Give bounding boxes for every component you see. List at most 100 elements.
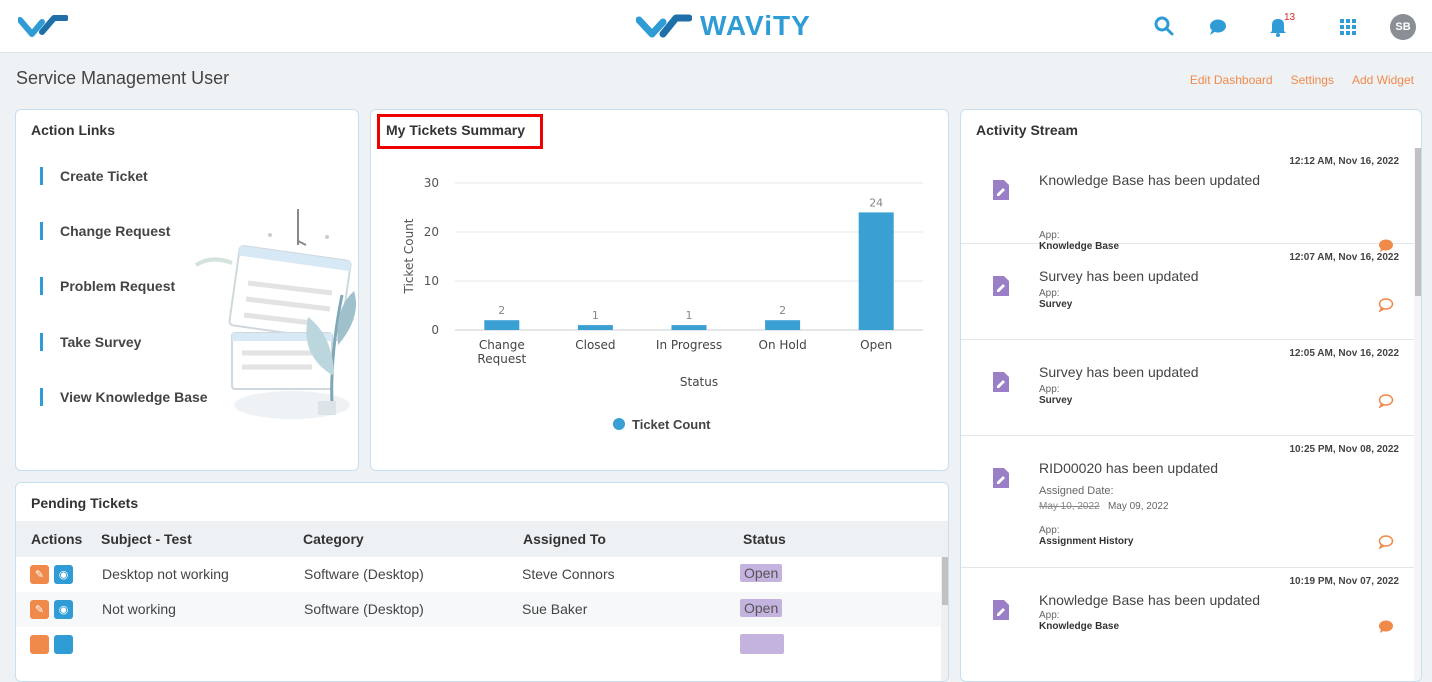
apps-grid-icon[interactable] xyxy=(1336,14,1360,38)
activity-stream-title: Activity Stream xyxy=(976,122,1078,138)
scrollbar-thumb[interactable] xyxy=(942,557,948,605)
old-date: May 10, 2022 xyxy=(1039,501,1100,512)
col-actions: Actions xyxy=(31,531,83,547)
activity-time: 12:05 AM, Nov 16, 2022 xyxy=(1289,348,1399,359)
document-edit-icon xyxy=(993,468,1009,488)
status-badge: Open xyxy=(740,599,783,617)
activity-item[interactable]: 12:12 AM, Nov 16, 2022 Knowledge Base ha… xyxy=(961,148,1414,252)
action-links-title: Action Links xyxy=(31,122,116,138)
date-change: May 10, 2022 May 09, 2022 xyxy=(1039,501,1169,512)
add-widget-link[interactable]: Add Widget xyxy=(1351,73,1414,87)
activity-time: 12:12 AM, Nov 16, 2022 xyxy=(1289,156,1399,167)
x-tick-label: In Progress xyxy=(656,338,722,352)
x-tick-label: Open xyxy=(860,338,892,352)
change-request-link[interactable]: Change Request xyxy=(40,222,170,240)
activity-item[interactable]: 10:19 PM, Nov 07, 2022 Knowledge Base ha… xyxy=(961,568,1414,664)
pending-tickets-title: Pending Tickets xyxy=(31,495,139,511)
edit-icon[interactable] xyxy=(30,635,49,654)
col-assigned-to[interactable]: Assigned To xyxy=(523,531,606,547)
brand-mark-icon xyxy=(636,14,692,38)
col-subject[interactable]: Subject - Test xyxy=(101,531,192,547)
document-edit-icon xyxy=(993,276,1009,296)
action-links-card: Action Links Create Ticket Change Reques… xyxy=(15,109,359,471)
comment-outline-icon[interactable] xyxy=(1378,394,1394,408)
document-edit-icon xyxy=(993,600,1009,620)
notification-badge: 13 xyxy=(1284,12,1296,23)
view-icon[interactable]: ◉ xyxy=(54,565,73,584)
document-edit-icon xyxy=(993,180,1009,200)
comment-outline-icon[interactable] xyxy=(1378,535,1394,549)
activity-time: 12:07 AM, Nov 16, 2022 xyxy=(1289,252,1399,263)
app-label: App: xyxy=(1039,230,1060,241)
activity-item[interactable]: 12:05 AM, Nov 16, 2022 Survey has been u… xyxy=(961,340,1414,436)
page-title: Service Management User xyxy=(16,68,230,88)
app-label: App: xyxy=(1039,384,1060,395)
app-name: Assignment History xyxy=(1039,536,1134,547)
col-status[interactable]: Status xyxy=(743,531,786,547)
activity-scrollbar[interactable] xyxy=(1414,148,1421,681)
bell-icon[interactable] xyxy=(1266,14,1290,38)
assigned-cell: Steve Connors xyxy=(522,566,615,582)
new-date: May 09, 2022 xyxy=(1107,501,1169,512)
col-category[interactable]: Category xyxy=(303,531,364,547)
activity-item[interactable]: 12:07 AM, Nov 16, 2022 Survey has been u… xyxy=(961,244,1414,340)
bar-2[interactable] xyxy=(671,325,707,330)
y-axis-label: Ticket Count xyxy=(402,218,416,294)
activity-title[interactable]: Survey has been updated xyxy=(1039,364,1199,380)
app-name: Knowledge Base xyxy=(1039,241,1120,252)
problem-request-link[interactable]: Problem Request xyxy=(40,277,175,295)
view-icon[interactable]: ◉ xyxy=(54,600,73,619)
user-avatar[interactable]: SB xyxy=(1390,14,1416,40)
wavity-logo-icon[interactable] xyxy=(17,14,69,43)
activity-title[interactable]: Knowledge Base has been updated xyxy=(1039,172,1261,188)
table-scrollbar[interactable] xyxy=(941,557,948,681)
chat-icon[interactable] xyxy=(1206,14,1230,38)
create-ticket-link[interactable]: Create Ticket xyxy=(40,167,148,185)
brand-name: WAViTY xyxy=(700,10,811,41)
edit-icon[interactable]: ✎ xyxy=(30,600,49,619)
comment-outline-icon[interactable] xyxy=(1378,298,1394,312)
x-tick-label: Request xyxy=(477,352,526,366)
y-tick-label: 0 xyxy=(431,323,439,337)
activity-title[interactable]: RID00020 has been updated xyxy=(1039,460,1219,476)
x-tick-label: On Hold xyxy=(759,338,807,352)
status-badge xyxy=(740,634,784,654)
x-tick-label: Closed xyxy=(575,338,615,352)
tickets-summary-card: My Tickets Summary 0 10 20 30 Ticket Count 2 C… xyxy=(370,109,949,471)
data-label: 24 xyxy=(869,196,883,209)
bar-0[interactable] xyxy=(484,320,520,330)
bar-3[interactable] xyxy=(765,320,801,330)
activity-time: 10:19 PM, Nov 07, 2022 xyxy=(1289,576,1399,587)
app-label: App: xyxy=(1039,525,1060,536)
view-icon[interactable] xyxy=(54,635,73,654)
comment-filled-icon[interactable] xyxy=(1378,239,1394,253)
x-tick-label: Change xyxy=(479,338,525,352)
subject-cell[interactable]: Desktop not working xyxy=(102,566,229,582)
document-edit-icon xyxy=(993,372,1009,392)
y-tick-label: 20 xyxy=(424,225,439,239)
category-cell: Software (Desktop) xyxy=(304,566,424,582)
take-survey-link[interactable]: Take Survey xyxy=(40,333,141,351)
activity-title[interactable]: Knowledge Base has been updated xyxy=(1039,592,1261,608)
legend-marker[interactable] xyxy=(613,418,625,430)
subject-cell[interactable]: Not working xyxy=(102,601,176,617)
top-bar: WAViTY 13 SB xyxy=(0,0,1432,53)
bar-1[interactable] xyxy=(577,325,613,330)
scrollbar-thumb[interactable] xyxy=(1415,148,1421,296)
edit-dashboard-link[interactable]: Edit Dashboard xyxy=(1189,73,1273,87)
edit-icon[interactable]: ✎ xyxy=(30,565,49,584)
legend-label[interactable]: Ticket Count xyxy=(632,417,711,432)
table-row: ✎ ◉ Not working Software (Desktop) Sue B… xyxy=(16,592,941,627)
comment-filled-icon[interactable] xyxy=(1378,620,1394,634)
app-label: App: xyxy=(1039,610,1060,621)
settings-link[interactable]: Settings xyxy=(1290,73,1334,87)
data-label: 1 xyxy=(592,309,599,322)
search-icon[interactable] xyxy=(1152,14,1176,38)
status-badge: Open xyxy=(740,564,783,582)
y-tick-label: 30 xyxy=(424,176,439,190)
view-knowledge-base-link[interactable]: View Knowledge Base xyxy=(40,388,208,406)
bar-4[interactable] xyxy=(858,212,894,330)
activity-item[interactable]: 10:25 PM, Nov 08, 2022 RID00020 has been… xyxy=(961,436,1414,568)
activity-title[interactable]: Survey has been updated xyxy=(1039,268,1199,284)
